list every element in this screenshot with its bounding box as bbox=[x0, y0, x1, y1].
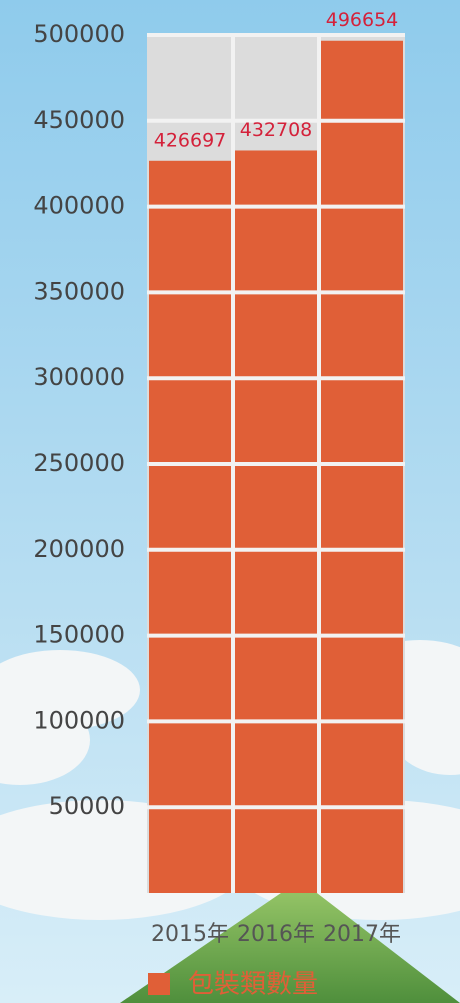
value-label: 496654 bbox=[326, 9, 399, 31]
y-tick-label: 50000 bbox=[49, 792, 125, 820]
legend-swatch bbox=[148, 973, 170, 995]
y-tick-label: 150000 bbox=[33, 621, 125, 649]
value-label: 426697 bbox=[154, 129, 227, 151]
y-tick-label: 450000 bbox=[33, 106, 125, 134]
y-tick-label: 200000 bbox=[33, 535, 125, 563]
y-tick-label: 350000 bbox=[33, 277, 125, 305]
mountain bbox=[120, 880, 460, 1003]
y-tick-label: 500000 bbox=[33, 20, 125, 48]
bar bbox=[235, 150, 317, 893]
x-tick-label: 2017年 bbox=[323, 922, 401, 947]
y-tick-label: 400000 bbox=[33, 192, 125, 220]
y-tick-label: 100000 bbox=[33, 706, 125, 734]
y-tick-label: 300000 bbox=[33, 363, 125, 391]
bar bbox=[149, 160, 231, 893]
y-tick-label: 250000 bbox=[33, 449, 125, 477]
legend-label: 包裝類數量 bbox=[188, 970, 318, 1000]
x-tick-label: 2016年 bbox=[237, 922, 315, 947]
plot bbox=[147, 33, 405, 893]
bar bbox=[321, 40, 403, 893]
value-label: 432708 bbox=[240, 119, 313, 141]
x-tick-label: 2015年 bbox=[151, 922, 229, 947]
